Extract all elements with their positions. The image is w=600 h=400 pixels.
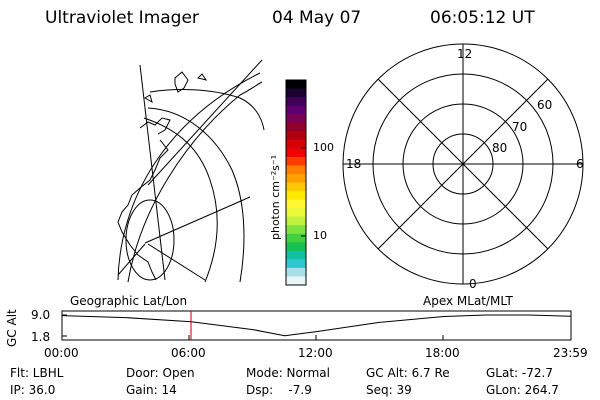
coastline-peninsula bbox=[139, 117, 171, 135]
polar-plot bbox=[342, 43, 584, 285]
mlt-label-18: 18 bbox=[346, 157, 362, 171]
color-bar-band bbox=[286, 97, 306, 107]
timeline-xtick-1200: 12:00 bbox=[298, 346, 333, 360]
timeline-xticks bbox=[61, 335, 572, 340]
timeline-xtick-1800: 18:00 bbox=[425, 346, 460, 360]
geographic-map bbox=[117, 59, 265, 283]
timeline-ytick-1.8: 1.8 bbox=[31, 330, 51, 344]
color-bar-band bbox=[286, 233, 306, 243]
date-label: 04 May 07 bbox=[272, 8, 362, 28]
time-label: 06:05:12 UT bbox=[430, 8, 535, 28]
timeline-xtick-2359: 23:59 bbox=[553, 346, 588, 360]
color-bar-band bbox=[286, 267, 306, 277]
geographic-caption: Geographic Lat/Lon bbox=[70, 294, 188, 308]
map-arc-5 bbox=[143, 117, 218, 283]
gain-field: Gain: 14 bbox=[126, 383, 177, 397]
color-bar-band bbox=[286, 105, 306, 115]
color-bar-band bbox=[286, 182, 306, 192]
color-bar-band bbox=[286, 276, 306, 286]
color-bar-band bbox=[286, 165, 306, 175]
color-bar-band bbox=[286, 88, 306, 98]
map-outer-arc bbox=[117, 72, 261, 281]
map-arc-4 bbox=[147, 107, 245, 283]
color-bar-band bbox=[286, 114, 306, 124]
gc-alt-field: GC Alt: 6.7 Re bbox=[366, 366, 450, 380]
mlt-label-12: 12 bbox=[457, 47, 473, 61]
color-bar-tick-10: 10 bbox=[313, 229, 327, 242]
map-meridian-2 bbox=[147, 59, 263, 186]
color-bar-frame bbox=[285, 79, 307, 286]
color-bar-band bbox=[286, 208, 306, 218]
map-meridian-1 bbox=[139, 64, 166, 281]
coastline-islands bbox=[144, 71, 208, 104]
map-arc-3 bbox=[149, 89, 265, 131]
mlat-label-70: 70 bbox=[512, 120, 528, 134]
ip-field: IP: 36.0 bbox=[10, 383, 56, 397]
color-bar-band bbox=[286, 156, 306, 166]
mlt-label-0: 0 bbox=[469, 277, 477, 291]
mlt-label-6: 6 bbox=[576, 157, 584, 171]
color-bar-tick-100: 100 bbox=[313, 141, 334, 154]
color-bar-band bbox=[286, 216, 306, 226]
color-bar-band bbox=[286, 225, 306, 235]
dsp-field: Dsp: -7.9 bbox=[246, 383, 312, 397]
glat-field: GLat: -72.7 bbox=[486, 366, 553, 380]
mlat-label-60: 60 bbox=[537, 98, 553, 112]
timeline-xtick-0600: 06:00 bbox=[171, 346, 206, 360]
polar-diagonal-2 bbox=[377, 78, 549, 250]
timeline-ytick-9: 9.0 bbox=[31, 308, 51, 322]
flt-field: Flt: LBHL bbox=[10, 366, 64, 380]
mode-field: Mode: Normal bbox=[246, 366, 330, 380]
color-bar bbox=[285, 79, 307, 286]
color-bar-band bbox=[286, 139, 306, 149]
map-meridian-4 bbox=[147, 243, 206, 281]
color-bar-band bbox=[286, 250, 306, 260]
instrument-title: Ultraviolet Imager bbox=[45, 8, 199, 28]
map-arc-2 bbox=[127, 81, 263, 283]
color-bar-band bbox=[286, 122, 306, 132]
map-meridian-5 bbox=[117, 243, 146, 276]
color-bar-band bbox=[286, 148, 306, 158]
altitude-curve bbox=[61, 314, 571, 337]
coastline-antarctica bbox=[117, 139, 169, 281]
color-bar-band bbox=[286, 131, 306, 141]
color-bar-band bbox=[286, 199, 306, 209]
door-field: Door: Open bbox=[126, 366, 195, 380]
apex-caption: Apex MLat/MLT bbox=[423, 294, 513, 308]
timeline-xtick-0000: 00:00 bbox=[44, 346, 79, 360]
color-bar-band bbox=[286, 173, 306, 183]
map-small-circle bbox=[125, 199, 175, 281]
color-bar-label: photon cm⁻²s⁻¹ bbox=[269, 154, 282, 240]
timeline-ylabel: GC Alt bbox=[5, 309, 19, 347]
glon-field: GLon: 264.7 bbox=[486, 383, 559, 397]
color-bar-gradient bbox=[286, 80, 306, 286]
map-meridian-3 bbox=[144, 196, 251, 244]
color-bar-band bbox=[286, 242, 306, 252]
mlat-label-80: 80 bbox=[492, 141, 508, 155]
color-bar-band bbox=[286, 80, 306, 90]
color-bar-band bbox=[286, 259, 306, 269]
timeline-plot bbox=[61, 310, 572, 341]
color-bar-band bbox=[286, 191, 306, 201]
seq-field: Seq: 39 bbox=[366, 383, 412, 397]
